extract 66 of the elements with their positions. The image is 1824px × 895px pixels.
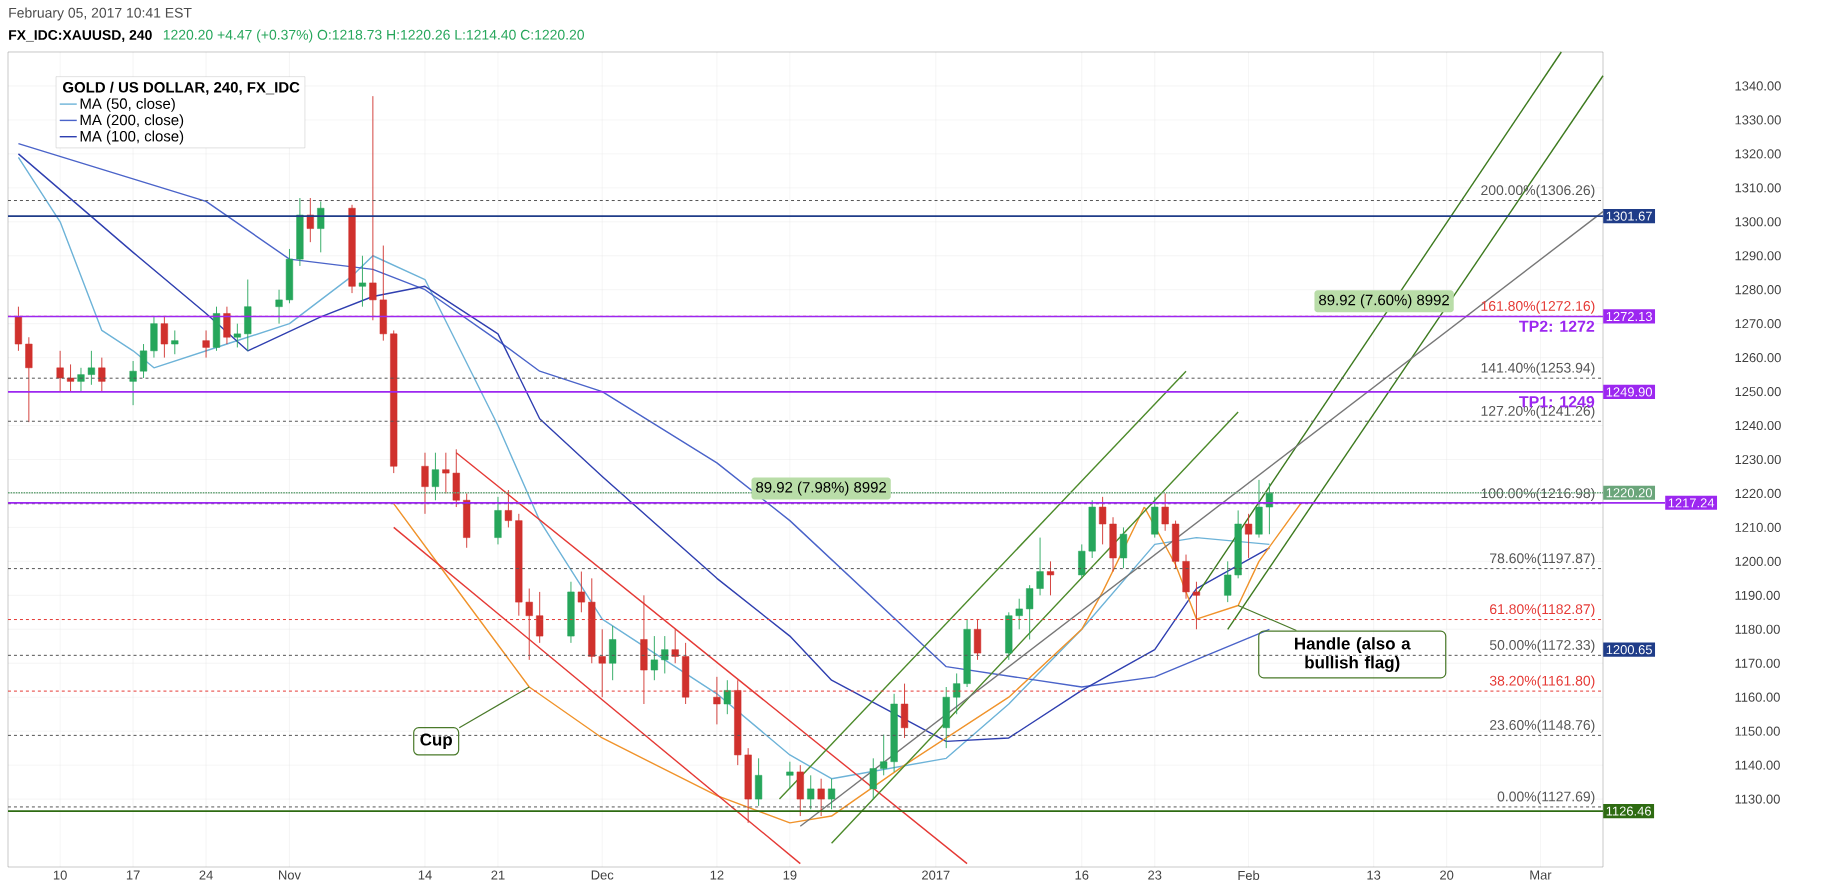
ref-line-label: 1126.46 bbox=[1606, 806, 1651, 816]
x-tick-label: 2017 bbox=[922, 870, 950, 880]
y-tick-label: 1220.00 bbox=[1735, 488, 1781, 499]
y-tick-label: 1240.00 bbox=[1735, 420, 1781, 431]
x-tick-label: 19 bbox=[783, 870, 797, 880]
x-tick-label: 10 bbox=[53, 870, 67, 880]
annotation: 89.92 (7.60%) 8992 bbox=[1319, 294, 1449, 309]
y-tick-label: 1330.00 bbox=[1735, 115, 1781, 125]
y-tick-label: 1340.00 bbox=[1735, 81, 1781, 91]
y-tick-label: 1320.00 bbox=[1735, 149, 1781, 159]
ref-line-label: 50.00%(1172.33) bbox=[1489, 639, 1595, 653]
x-tick-label: 14 bbox=[418, 870, 432, 880]
y-tick-label: 1190.00 bbox=[1735, 590, 1780, 600]
legend-title: GOLD / US DOLLAR, 240, FX_IDC bbox=[63, 81, 300, 95]
ref-line-label: 141.40%(1253.94) bbox=[1481, 362, 1595, 376]
y-tick-label: 1140.00 bbox=[1735, 760, 1780, 770]
legend-label: MA (100, close) bbox=[80, 130, 184, 145]
x-tick-label: 21 bbox=[491, 870, 505, 880]
annotation: Cup bbox=[420, 733, 452, 749]
chart-subtitle: 1220.20 +4.47 (+0.37%) O:1218.73 H:1220.26 L:1214.40 C:1220.20 bbox=[163, 29, 585, 43]
y-tick-label: 1160.00 bbox=[1735, 692, 1780, 702]
y-tick-label: 1130.00 bbox=[1735, 794, 1780, 804]
annotation: Handle (also a bullish flag) bbox=[1295, 637, 1411, 672]
ref-line-label: 1217.24 bbox=[1668, 498, 1715, 508]
ref-line-label: 1249.90 bbox=[1606, 387, 1653, 397]
ref-line-label: 100.00%(1216.98) bbox=[1481, 488, 1595, 502]
text: February 05, 2017 10:41 EST bbox=[9, 7, 192, 21]
ref-line-label: 38.20%(1161.80) bbox=[1489, 675, 1595, 689]
chart-title: FX_IDC:XAUUSD, 240 bbox=[9, 30, 152, 42]
y-tick-label: 1230.00 bbox=[1735, 454, 1781, 465]
x-tick-label: Dec bbox=[591, 870, 614, 880]
legend-label: MA (200, close) bbox=[80, 114, 184, 129]
x-tick-label: Mar bbox=[1530, 870, 1552, 880]
x-tick-label: 20 bbox=[1440, 870, 1454, 880]
y-tick-label: 1280.00 bbox=[1735, 285, 1781, 295]
ref-line-label: 1301.67 bbox=[1606, 211, 1652, 221]
ref-line-label: 78.60%(1197.87) bbox=[1490, 552, 1595, 566]
x-tick-label: 23 bbox=[1148, 870, 1162, 880]
x-tick-label: 17 bbox=[126, 870, 140, 880]
y-tick-label: 1270.00 bbox=[1735, 319, 1781, 329]
legend-label: MA (50, close) bbox=[80, 97, 175, 112]
y-tick-label: 1250.00 bbox=[1735, 386, 1781, 397]
y-tick-label: 1310.00 bbox=[1735, 183, 1781, 193]
x-tick-label: Feb bbox=[1238, 870, 1260, 881]
y-tick-label: 1200.00 bbox=[1735, 556, 1781, 566]
ref-line-label: 0.00%(1127.69) bbox=[1497, 791, 1595, 805]
x-tick-label: 12 bbox=[710, 870, 724, 880]
y-tick-label: 1180.00 bbox=[1735, 624, 1780, 634]
ref-line-label: 1272.13 bbox=[1606, 311, 1652, 322]
y-tick-label: 1260.00 bbox=[1735, 353, 1781, 363]
ref-line-label: 161.80%(1272.16) bbox=[1481, 300, 1595, 314]
ref-line-label: 23.60%(1148.76) bbox=[1490, 719, 1595, 733]
annotation: TP2: 1272 bbox=[1519, 320, 1595, 332]
y-tick-label: 1300.00 bbox=[1735, 217, 1781, 227]
y-tick-label: 1290.00 bbox=[1735, 251, 1781, 261]
ref-line-label: 61.80%(1182.87) bbox=[1490, 603, 1595, 617]
y-tick-label: 1150.00 bbox=[1735, 726, 1780, 736]
y-tick-label: 1210.00 bbox=[1735, 522, 1781, 532]
x-tick-label: Nov bbox=[279, 870, 301, 880]
x-tick-label: 16 bbox=[1075, 870, 1089, 880]
x-tick-label: 24 bbox=[199, 870, 213, 880]
text: 1200.65 bbox=[1606, 645, 1652, 655]
y-tick-label: 1170.00 bbox=[1735, 658, 1780, 668]
annotation: 89.92 (7.98%) 8992 bbox=[756, 481, 886, 496]
x-tick-label: 13 bbox=[1367, 870, 1381, 880]
ref-line-label: 1220.20 bbox=[1606, 488, 1653, 498]
